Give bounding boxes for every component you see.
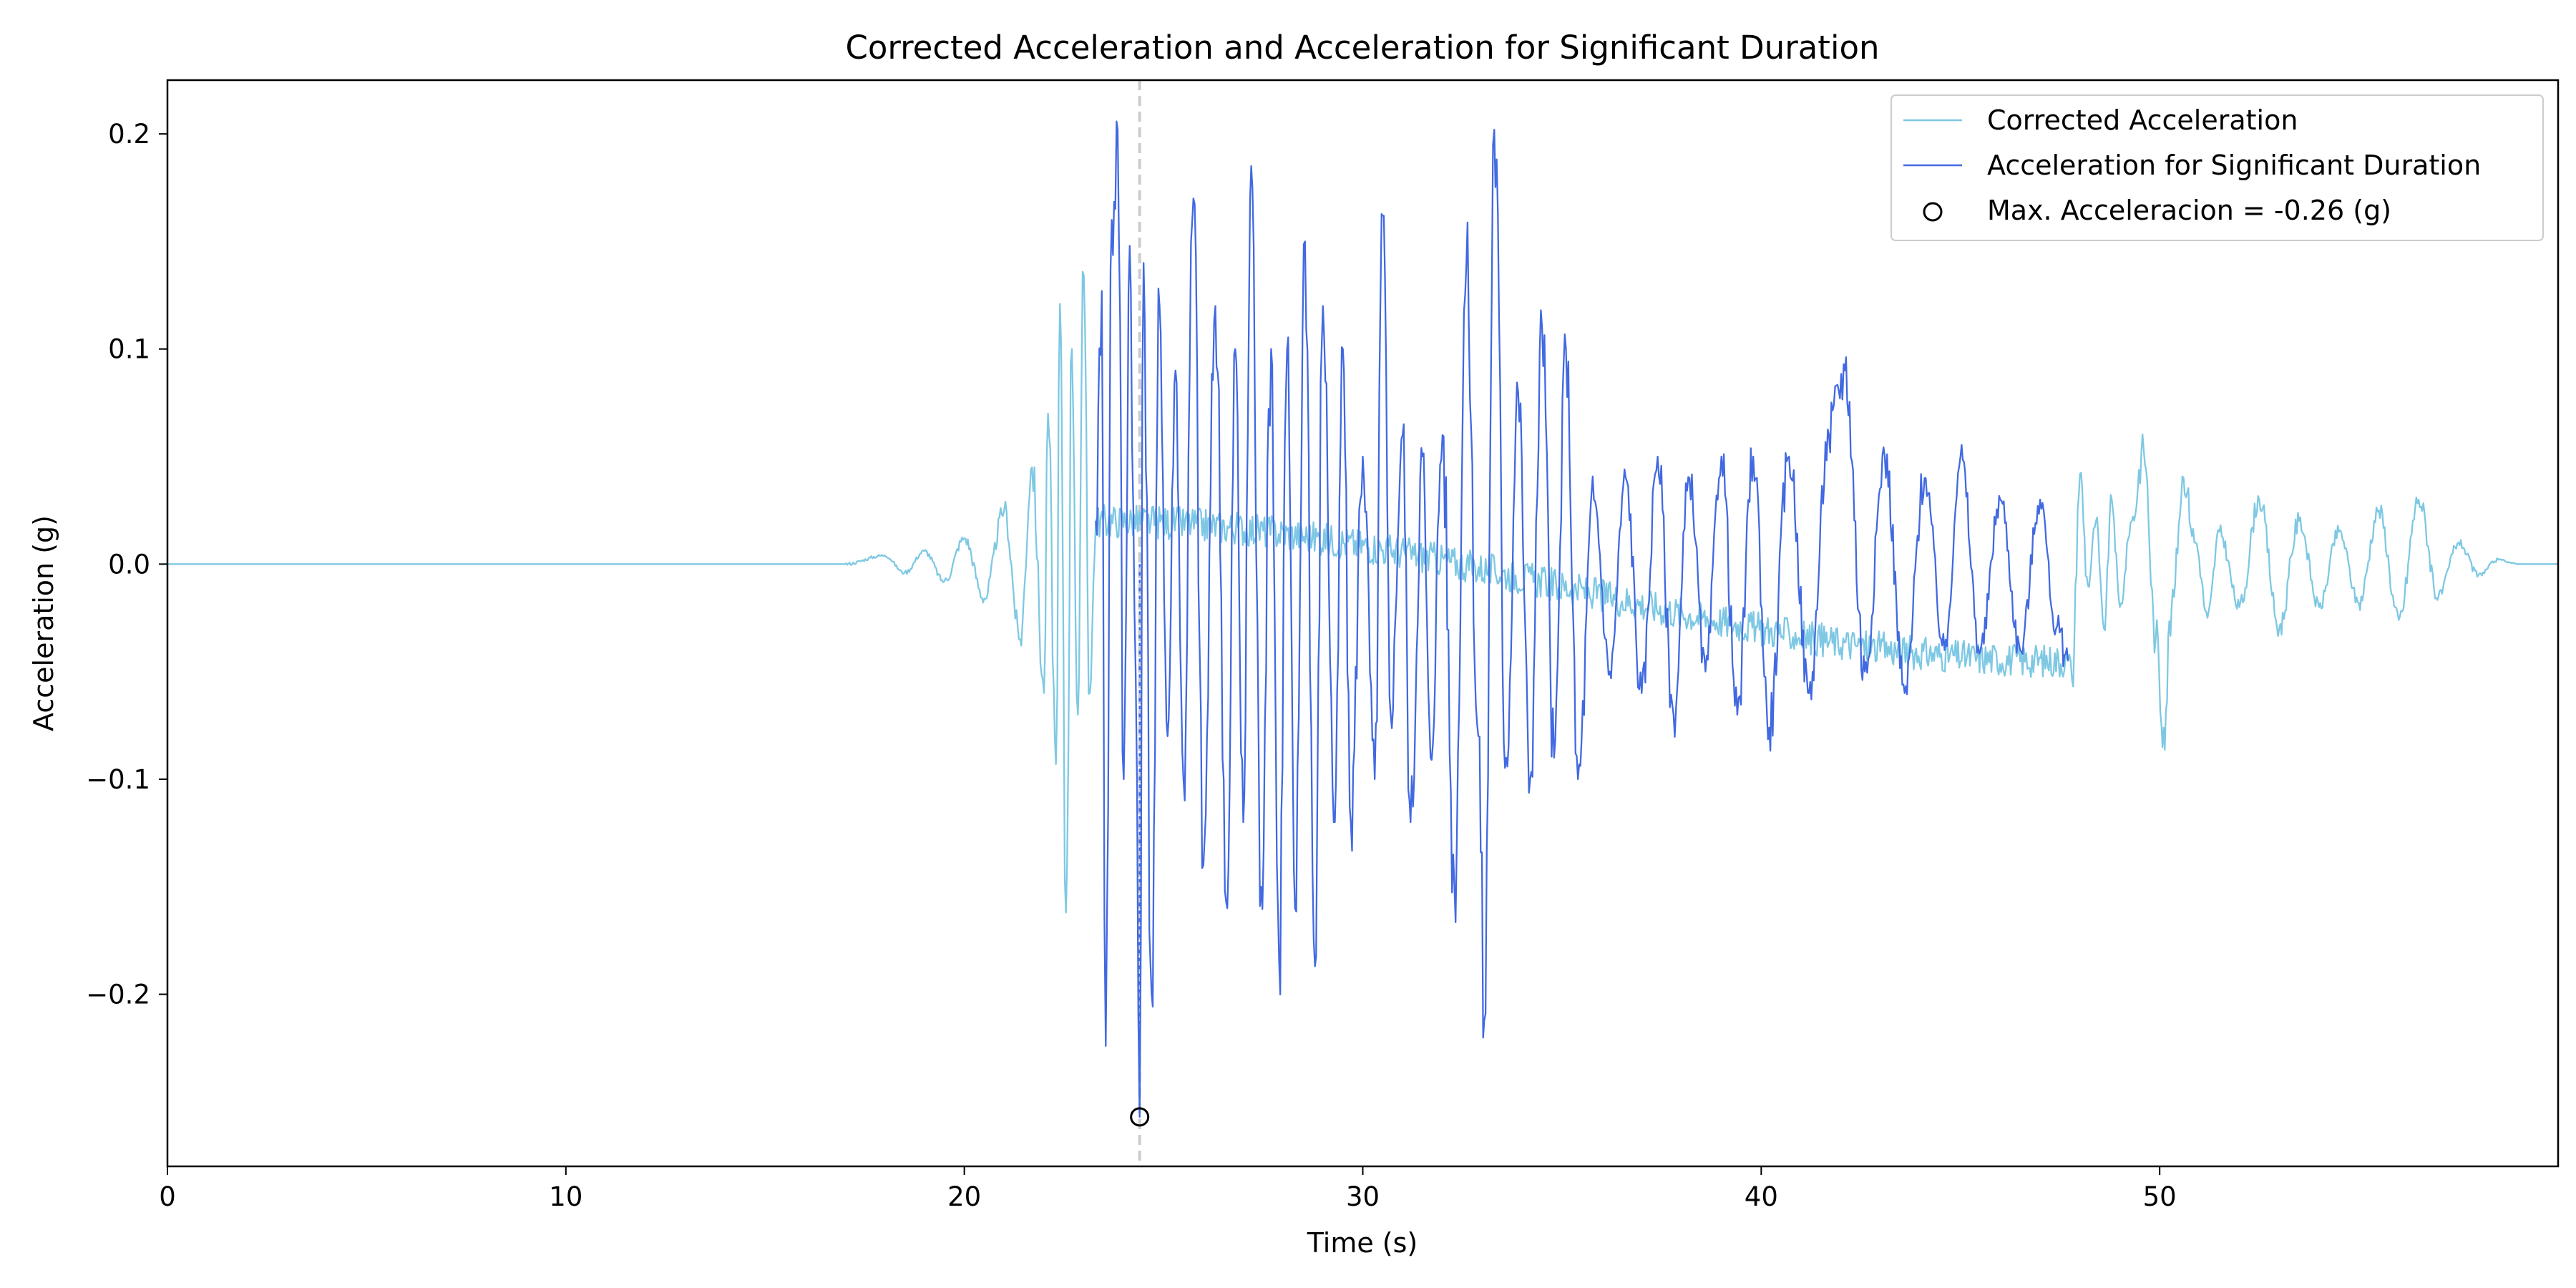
y-tick-label: 0.1 [108,334,150,365]
legend-label-corrected: Corrected Acceleration [1987,104,2298,136]
axes-frame [166,79,2560,1168]
x-tick-label: 40 [1745,1181,1778,1212]
max-acceleration-point [1130,1107,1150,1127]
x-tick-label: 30 [1346,1181,1380,1212]
x-tick-label: 20 [947,1181,981,1212]
y-axis: 0.2 0.1 0.0 −0.1 −0.2 [86,119,167,1010]
y-tick-label: 0.0 [108,549,150,580]
y-tick-label: 0.2 [108,119,150,150]
legend-box [1890,94,2544,241]
x-tick-label: 0 [159,1181,176,1212]
y-tick-label: −0.1 [86,764,150,795]
series-line-corrected [167,270,2558,914]
x-axis: 0 10 20 30 40 50 [159,1166,2177,1212]
legend-label-significant: Acceleration for Significant Duration [1987,150,2481,181]
x-tick-label: 10 [549,1181,582,1212]
y-tick-label: −0.2 [86,980,150,1010]
x-axis-label: Time (s) [1307,1227,1418,1259]
x-tick-label: 50 [2143,1181,2177,1212]
legend: Corrected Acceleration Acceleration for … [1890,94,2544,241]
legend-label-max: Max. Acceleracion = -0.26 (g) [1987,195,2391,226]
plot-area [167,80,2558,1166]
y-axis-label: Acceleration (g) [28,515,59,731]
chart-title: Corrected Acceleration and Acceleration … [845,29,1879,67]
legend-marker-max [1923,202,1943,222]
series-line-significant [1095,120,2069,1118]
